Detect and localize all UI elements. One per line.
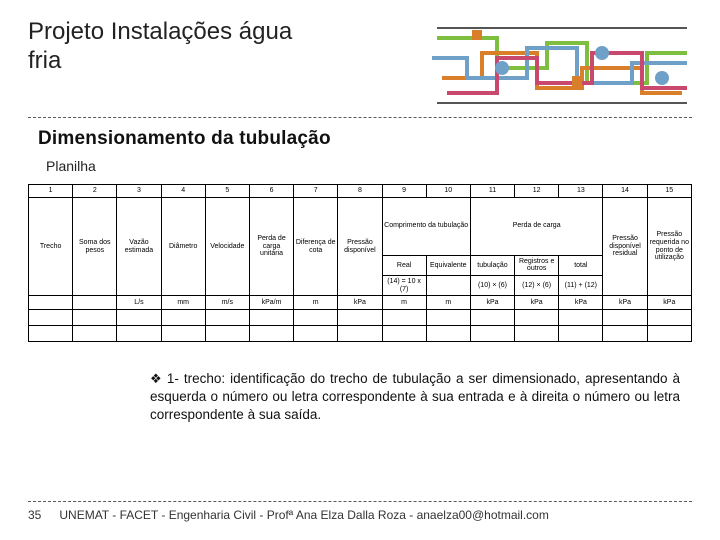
note-text: ❖ 1- trecho: identificação do trecho de t…	[150, 370, 680, 425]
note-body: identificação do trecho de tubulação a s…	[150, 371, 680, 422]
header-divider	[28, 117, 692, 118]
footer-divider	[28, 501, 692, 502]
section-subtitle: Dimensionamento da tubulação	[38, 128, 692, 150]
sizing-table: 123456789101112131415TrechoSoma dos peso…	[28, 184, 692, 342]
footer-credit: UNEMAT - FACET - Engenharia Civil - Prof…	[59, 508, 548, 522]
sheet-label: Planilha	[46, 158, 692, 174]
decorative-pipes	[432, 18, 692, 113]
diamond-bullet-icon: ❖	[150, 371, 163, 386]
note-lead: 1- trecho:	[167, 371, 225, 386]
page-number: 35	[28, 508, 41, 522]
footer: 35 UNEMAT - FACET - Engenharia Civil - P…	[28, 501, 692, 522]
page-title: Projeto Instalações água fria	[28, 18, 328, 76]
